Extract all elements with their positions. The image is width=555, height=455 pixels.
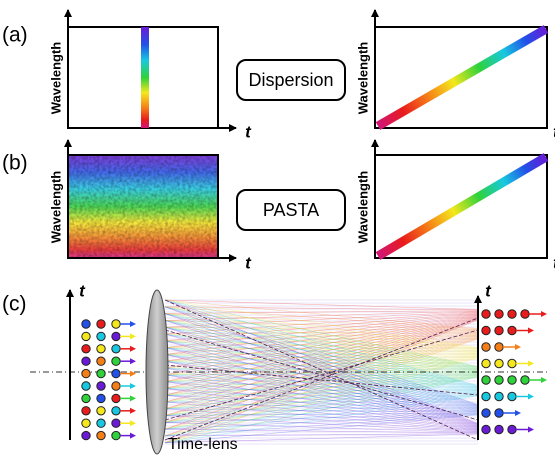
- panel-label: (c): [2, 293, 27, 316]
- pulse-dot: [482, 409, 490, 417]
- pulse-dot: [82, 394, 90, 402]
- pulse-dot: [482, 376, 490, 384]
- axis-label: Wavelength: [48, 171, 63, 244]
- pulse-dot: [482, 359, 490, 367]
- pulse-dot: [97, 345, 105, 353]
- spectrum-band: [378, 157, 546, 256]
- pulse-dot: [112, 332, 120, 340]
- pulse-dot: [97, 431, 105, 439]
- pulse-dot: [82, 357, 90, 365]
- arrow-head: [528, 361, 534, 367]
- pulse-dot: [82, 431, 90, 439]
- figure: (a) Wavelength t Dispersion Wavelength t…: [0, 0, 555, 455]
- pulse-dot: [82, 407, 90, 415]
- arrow-head: [130, 333, 136, 339]
- pulse-dot: [82, 419, 90, 427]
- pulse-dot: [521, 310, 529, 318]
- pulse-dot: [508, 425, 516, 433]
- pulse-dot: [112, 431, 120, 439]
- panel-label: (b): [2, 152, 28, 175]
- arrow-head: [515, 410, 521, 416]
- panel-label: (a): [2, 24, 28, 47]
- arrow-head: [528, 394, 534, 400]
- arrow-head: [528, 328, 534, 334]
- pulse-dot: [82, 320, 90, 328]
- pulse-dot: [508, 392, 516, 400]
- pulse-dot: [482, 392, 490, 400]
- arrow-head: [528, 427, 534, 433]
- pulse-dot: [112, 419, 120, 427]
- arrow-head: [130, 420, 136, 426]
- spectrum-bar: [141, 27, 149, 128]
- axis-label: t: [485, 281, 492, 300]
- pulse-dot: [521, 376, 529, 384]
- axis-label: Wavelength: [355, 171, 370, 244]
- pulse-dot: [97, 407, 105, 415]
- pulse-dot: [508, 310, 516, 318]
- operation-label: Dispersion: [248, 70, 333, 90]
- arrow-head: [130, 433, 136, 439]
- arrow-head: [515, 344, 521, 350]
- pulse-dot: [495, 343, 503, 351]
- pulse-dot: [97, 382, 105, 390]
- pulse-dot: [112, 407, 120, 415]
- operation-label: PASTA: [263, 200, 319, 220]
- pulse-dot: [495, 310, 503, 318]
- ray: [165, 300, 478, 310]
- pulse-dot: [112, 382, 120, 390]
- pulse-dot: [508, 376, 516, 384]
- axis-label: t: [245, 253, 252, 272]
- pulse-dot: [495, 409, 503, 417]
- pulse-dot: [97, 357, 105, 365]
- pulse-dot: [82, 345, 90, 353]
- pulse-dot: [508, 326, 516, 334]
- arrow-head: [541, 377, 547, 383]
- pulse-dot: [482, 425, 490, 433]
- spectrum-band: [378, 29, 546, 126]
- time-lens: [146, 290, 168, 454]
- pulse-dot: [482, 326, 490, 334]
- pulse-dot: [112, 394, 120, 402]
- pulse-dot: [97, 419, 105, 427]
- pulse-dot: [112, 345, 120, 353]
- pulse-dot: [82, 382, 90, 390]
- pulse-dot: [97, 369, 105, 377]
- pulse-dot: [495, 376, 503, 384]
- pulse-dot: [112, 357, 120, 365]
- pulse-dot: [82, 332, 90, 340]
- arrow-head: [130, 358, 136, 364]
- pulse-dot: [97, 332, 105, 340]
- axis-label: t: [79, 281, 86, 300]
- axis-label: Wavelength: [355, 42, 370, 115]
- arrow-head: [130, 321, 136, 327]
- pulse-dot: [482, 343, 490, 351]
- pulse-dot: [112, 320, 120, 328]
- axis-label: Wavelength: [48, 42, 63, 115]
- arrow-head: [541, 311, 547, 317]
- pulse-dot: [495, 392, 503, 400]
- pulse-dot: [97, 320, 105, 328]
- pulse-dot: [495, 326, 503, 334]
- pulse-dot: [82, 369, 90, 377]
- pulse-dot: [508, 359, 516, 367]
- arrow-head: [130, 383, 136, 389]
- arrow-head: [130, 408, 136, 414]
- lens-label: Time-lens: [168, 436, 238, 453]
- pulse-dot: [97, 394, 105, 402]
- noise: [68, 155, 218, 258]
- pulse-dot: [112, 369, 120, 377]
- arrow-head: [130, 346, 136, 352]
- pulse-dot: [495, 425, 503, 433]
- axis-label: t: [245, 122, 252, 141]
- pulse-dot: [482, 310, 490, 318]
- arrow-head: [130, 395, 136, 401]
- pulse-dot: [495, 359, 503, 367]
